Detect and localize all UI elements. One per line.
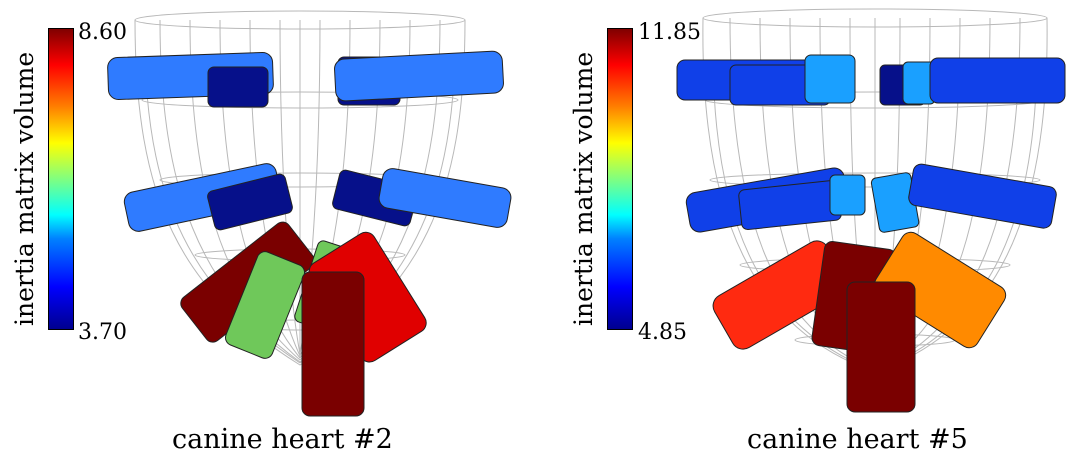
box bbox=[829, 174, 866, 216]
box bbox=[225, 251, 305, 359]
colorbar-min-label: 4.85 bbox=[638, 320, 687, 345]
box bbox=[301, 271, 365, 417]
heart-2-panel: 8.60 3.70 inertia matrix volume bbox=[10, 10, 512, 455]
box bbox=[378, 168, 512, 228]
box bbox=[908, 163, 1057, 229]
inertia-boxes bbox=[676, 54, 1066, 413]
box bbox=[846, 281, 916, 413]
inertia-boxes bbox=[107, 50, 512, 417]
box bbox=[207, 66, 269, 108]
colorbar bbox=[48, 28, 74, 330]
colorbar-max-label: 11.85 bbox=[638, 20, 701, 45]
box bbox=[207, 173, 293, 231]
colorbar-max-label: 8.60 bbox=[78, 20, 127, 45]
colorbar bbox=[607, 28, 633, 330]
panel-caption: canine heart #2 bbox=[172, 424, 393, 455]
colorbar-min-label: 3.70 bbox=[78, 320, 127, 345]
box bbox=[334, 50, 504, 102]
box bbox=[804, 54, 856, 104]
panel-caption: canine heart #5 bbox=[747, 424, 968, 455]
heart-5-scene bbox=[676, 8, 1066, 413]
heart-2-scene bbox=[107, 10, 512, 417]
box bbox=[929, 57, 1066, 104]
heart-5-panel: 11.85 4.85 inertia matrix volume bbox=[535, 0, 1070, 460]
box bbox=[873, 231, 1007, 349]
